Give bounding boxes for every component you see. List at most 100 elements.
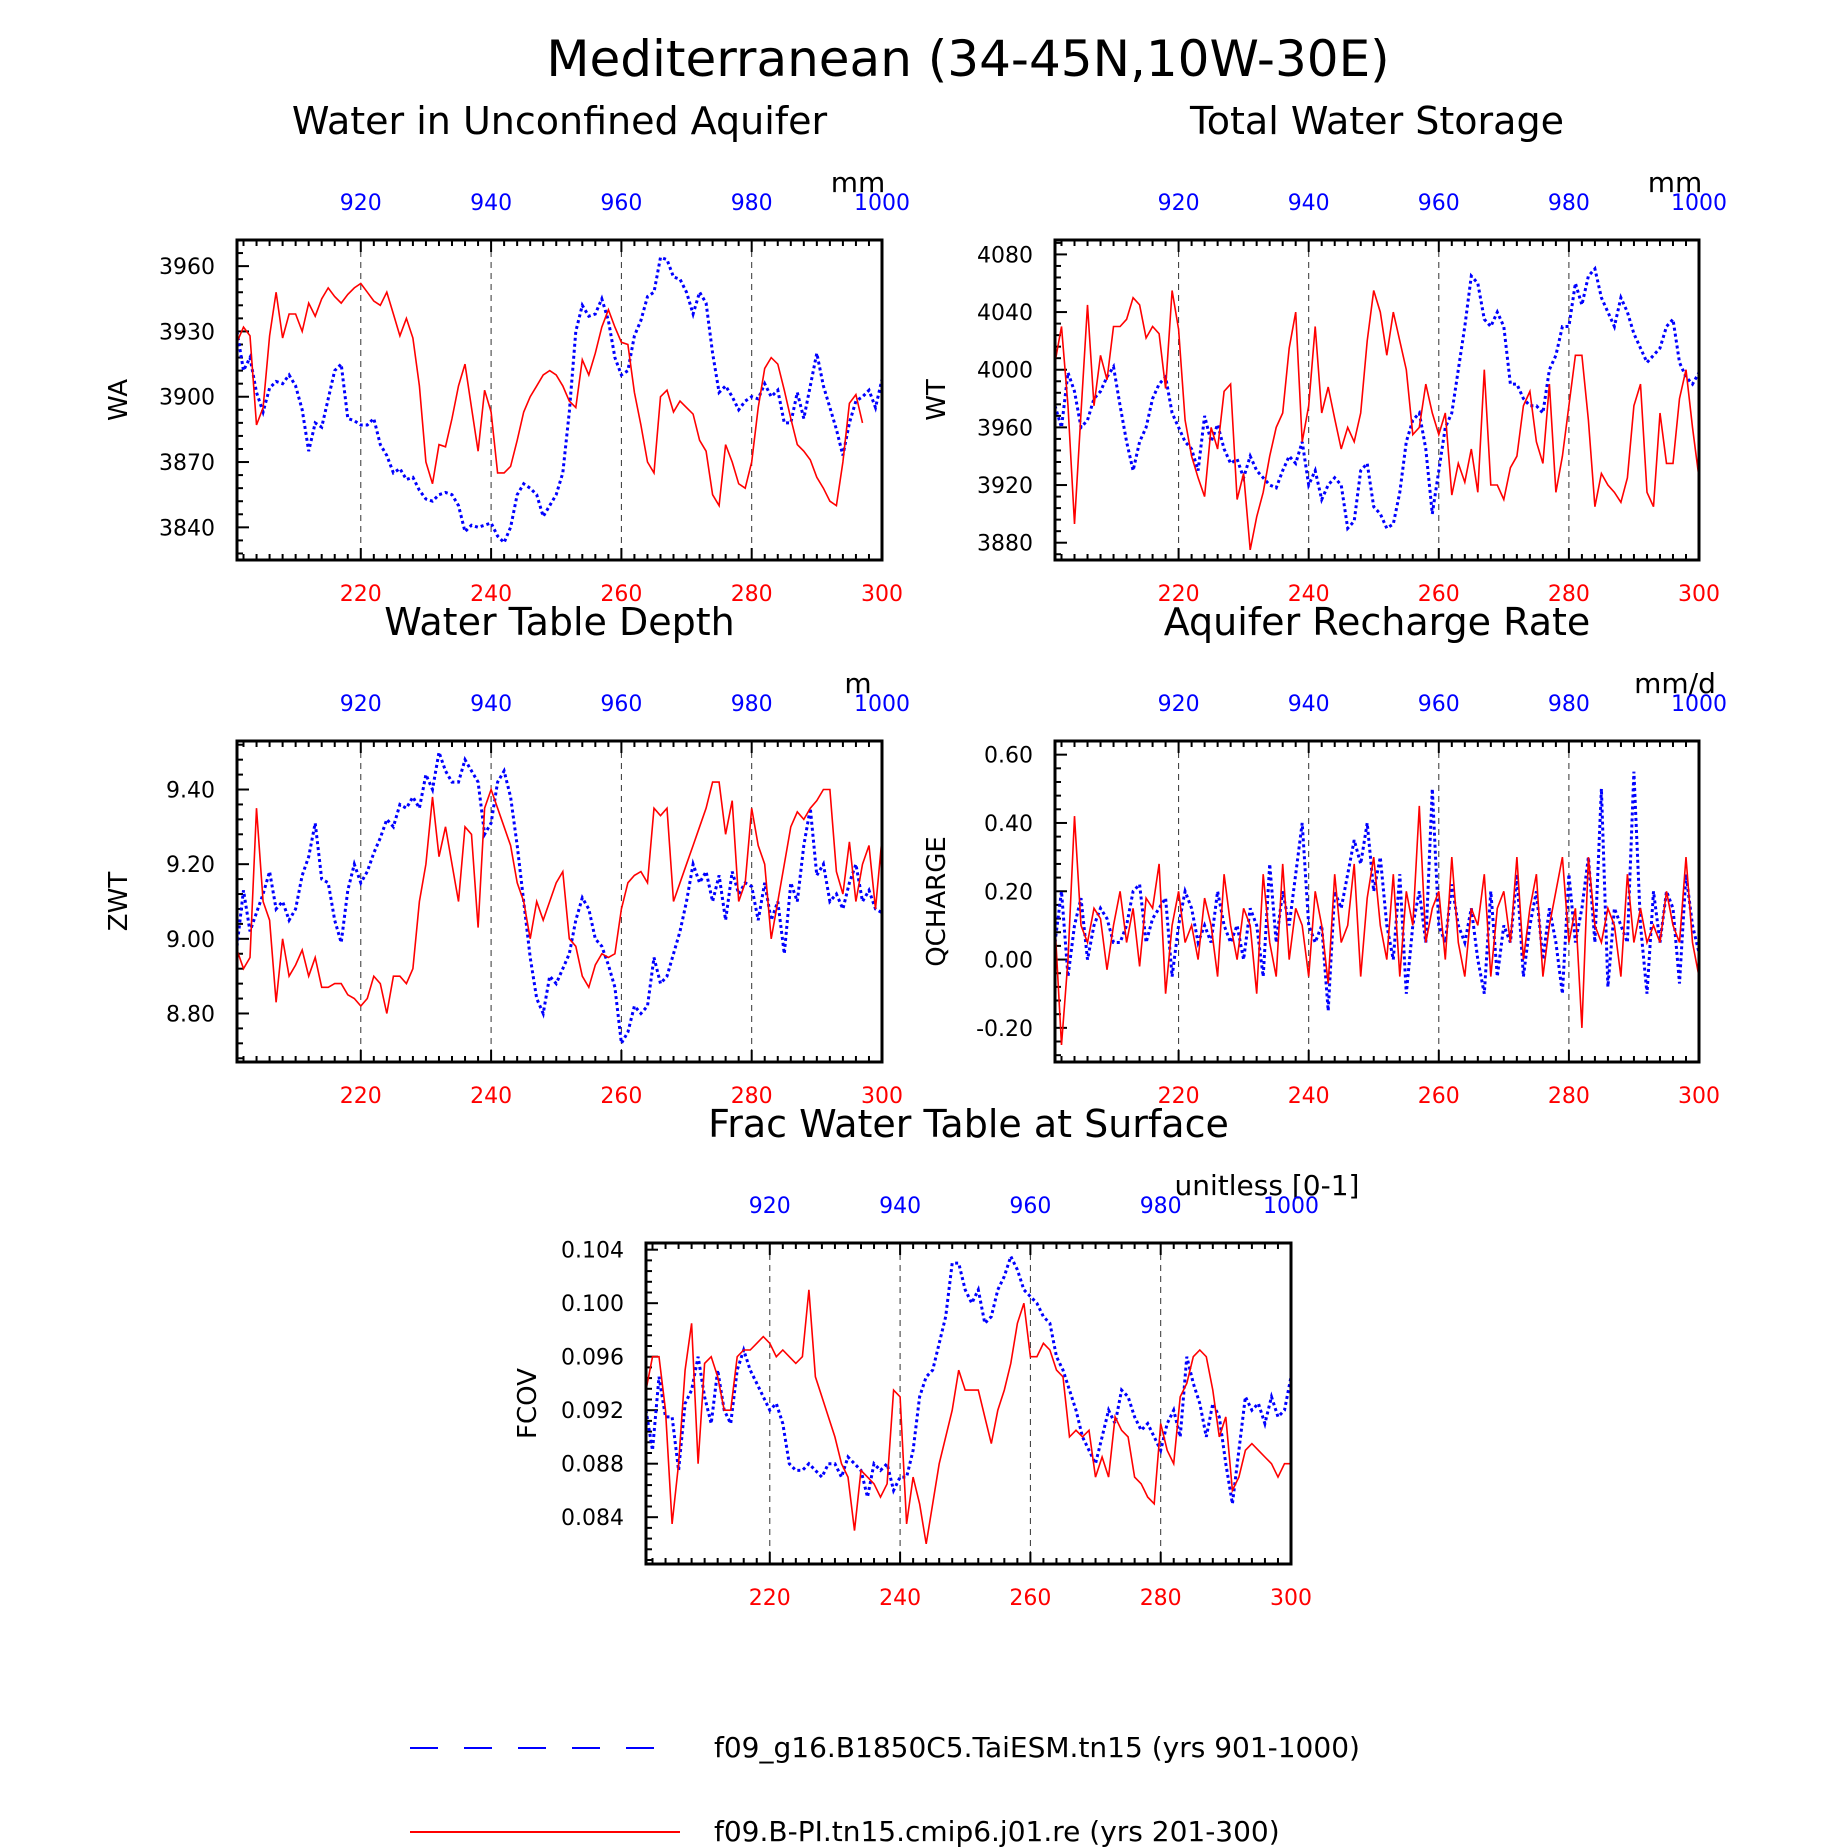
top-tick-label: 960 [600,692,642,717]
series-taiesm-line [644,1252,1293,1505]
top-tick-label: 920 [340,191,382,216]
bottom-tick-label: 300 [861,582,903,607]
bottom-tick-label: 280 [1140,1586,1182,1611]
top-tick-label: 1000 [1263,1194,1319,1219]
panel-3: Water Table Depth m ZWT 8.80 9.00 9.20 9.40 220… [104,600,910,1109]
y-tick-label: 4040 [977,301,1033,326]
y-axis-label: QCHARGE [922,836,952,967]
y-tick-label: 9.00 [166,928,215,953]
top-tick-label: 920 [1158,191,1200,216]
y-tick-label: 3960 [159,255,215,280]
y-axis-label: FCOV [513,1368,543,1439]
units-label: mm/d [1634,667,1716,700]
y-tick-label: 3840 [159,516,215,541]
bottom-tick-label: 300 [1678,1084,1720,1109]
series-cmip6-line [1054,290,1700,551]
panel-4: Aquifer Recharge Rate mm/d QCHARGE -0.20 0.0… [922,600,1727,1109]
top-tick-label: 1000 [854,692,910,717]
bottom-tick-label: 260 [600,1084,642,1109]
panel-title: Water in Unconfined Aquifer [292,99,828,143]
plot-frame [644,1241,1293,1566]
bottom-tick-label: 260 [1009,1586,1051,1611]
y-tick-label: 0.084 [561,1506,624,1531]
series-cmip6-line [236,282,864,509]
bottom-tick-label: 220 [340,582,382,607]
top-tick-label: 940 [1288,191,1330,216]
series-taiesm-line [1053,265,1701,532]
y-tick-label: 0.096 [561,1346,624,1371]
panel-title: Total Water Storage [1189,99,1564,143]
panel-5: Frac Water Table at Surface unitless [0-1… [513,1102,1359,1611]
y-tick-label: 3960 [977,416,1033,441]
panel-title: Frac Water Table at Surface [708,1102,1229,1146]
y-tick-label: 9.20 [166,853,215,878]
top-tick-label: 920 [1158,692,1200,717]
panel-title: Aquifer Recharge Rate [1164,600,1591,644]
top-tick-label: 1000 [854,191,910,216]
bottom-tick-label: 240 [1288,582,1330,607]
series-cmip6-line [645,1289,1291,1545]
top-tick-label: 1000 [1671,191,1727,216]
plot-frame [1053,238,1701,562]
y-tick-label: 3900 [159,386,215,411]
bottom-tick-label: 280 [1548,582,1590,607]
bottom-tick-label: 280 [731,1084,773,1109]
plot-frame [235,739,884,1064]
bottom-tick-label: 260 [1418,1084,1460,1109]
y-tick-label: 0.60 [984,744,1033,769]
bottom-tick-label: 220 [1158,1084,1200,1109]
bottom-tick-label: 300 [1678,582,1720,607]
bottom-tick-label: 260 [600,582,642,607]
y-axis-label: WT [922,379,952,421]
bottom-tick-label: 220 [340,1084,382,1109]
y-tick-label: 0.40 [984,812,1033,837]
units-label: m [844,667,871,700]
bottom-tick-label: 240 [879,1586,921,1611]
y-tick-label: 0.20 [984,880,1033,905]
series-cmip6-line [1054,805,1700,1045]
y-tick-label: 3930 [159,320,215,345]
top-tick-label: 980 [1548,692,1590,717]
top-tick-label: 1000 [1671,692,1727,717]
bottom-tick-label: 240 [470,1084,512,1109]
bottom-tick-label: 220 [749,1586,791,1611]
top-tick-label: 980 [731,692,773,717]
top-tick-label: 960 [1009,1194,1051,1219]
y-tick-label: 0.00 [984,949,1033,974]
top-tick-label: 920 [340,692,382,717]
y-tick-label: 3880 [977,532,1033,557]
y-tick-label: 0.100 [561,1292,624,1317]
series-taiesm-line [235,255,884,546]
legend-item-b: f09.B-PI.tn15.cmip6.j01.re (yrs 201-300) [410,1815,1280,1848]
plot-frame [1053,739,1701,1064]
top-tick-label: 940 [879,1194,921,1219]
y-tick-label: 3920 [977,474,1033,499]
top-tick-label: 940 [470,191,512,216]
bottom-tick-label: 280 [1548,1084,1590,1109]
legend-item-a: f09_g16.B1850C5.TaiESM.tn15 (yrs 901-100… [410,1731,1360,1764]
bottom-tick-label: 220 [1158,582,1200,607]
top-tick-label: 960 [1418,191,1460,216]
top-tick-label: 940 [1288,692,1330,717]
y-tick-label: -0.20 [976,1017,1033,1042]
panel-title: Water Table Depth [384,600,735,644]
y-tick-label: 0.088 [561,1453,624,1478]
figure-title: Mediterranean (34-45N,10W-30E) [546,30,1389,88]
y-tick-label: 8.80 [166,1002,215,1027]
legend-label-b: f09.B-PI.tn15.cmip6.j01.re (yrs 201-300) [714,1815,1280,1848]
units-label: mm [831,166,886,199]
y-tick-label: 0.092 [561,1399,624,1424]
legend-label-a: f09_g16.B1850C5.TaiESM.tn15 (yrs 901-100… [714,1731,1360,1764]
y-axis-label: ZWT [104,872,134,932]
legend: f09_g16.B1850C5.TaiESM.tn15 (yrs 901-100… [410,1731,1360,1848]
top-tick-label: 980 [1548,191,1590,216]
top-tick-label: 960 [1418,692,1460,717]
y-tick-label: 4080 [977,243,1033,268]
top-tick-label: 920 [749,1194,791,1219]
top-tick-label: 940 [470,692,512,717]
bottom-tick-label: 300 [861,1084,903,1109]
bottom-tick-label: 280 [731,582,773,607]
y-tick-label: 3870 [159,451,215,476]
y-axis-label: WA [104,379,134,421]
